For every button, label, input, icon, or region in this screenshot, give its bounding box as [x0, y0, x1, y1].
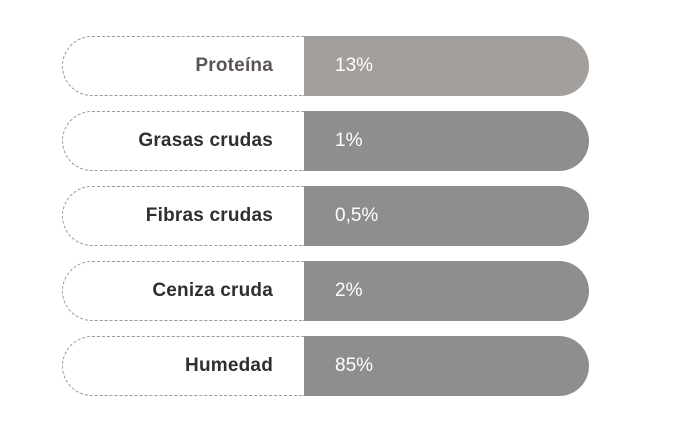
nutrient-label: Fibras crudas [145, 205, 273, 226]
nutrient-row-fibras-crudas: Fibras crudas 0,5% [62, 186, 589, 246]
nutrient-label: Grasas crudas [138, 130, 273, 151]
nutrient-value-cell: 0,5% [304, 186, 589, 246]
nutrient-value-cell: 85% [304, 336, 589, 396]
nutrient-label-cell: Grasas crudas [62, 111, 304, 171]
nutrient-label-cell: Ceniza cruda [62, 261, 304, 321]
nutrient-value: 85% [335, 355, 374, 376]
nutrient-value-cell: 13% [304, 36, 589, 96]
nutrient-value: 1% [335, 130, 363, 151]
nutrient-label: Humedad [185, 355, 273, 376]
nutrient-row-ceniza-cruda: Ceniza cruda 2% [62, 261, 589, 321]
nutrient-row-grasas-crudas: Grasas crudas 1% [62, 111, 589, 171]
nutrient-table: Proteína 13% Grasas crudas 1% Fibras cru… [62, 36, 589, 396]
nutrient-value: 2% [335, 280, 363, 301]
nutrient-row-humedad: Humedad 85% [62, 336, 589, 396]
nutrient-label: Proteína [195, 55, 273, 76]
nutrient-label-cell: Fibras crudas [62, 186, 304, 246]
nutrient-value-cell: 2% [304, 261, 589, 321]
nutrient-value: 0,5% [335, 205, 379, 226]
nutrient-value: 13% [335, 55, 374, 76]
nutrient-row-proteina: Proteína 13% [62, 36, 589, 96]
nutrient-label: Ceniza cruda [152, 280, 273, 301]
nutrient-label-cell: Proteína [62, 36, 304, 96]
nutrient-label-cell: Humedad [62, 336, 304, 396]
nutrient-value-cell: 1% [304, 111, 589, 171]
